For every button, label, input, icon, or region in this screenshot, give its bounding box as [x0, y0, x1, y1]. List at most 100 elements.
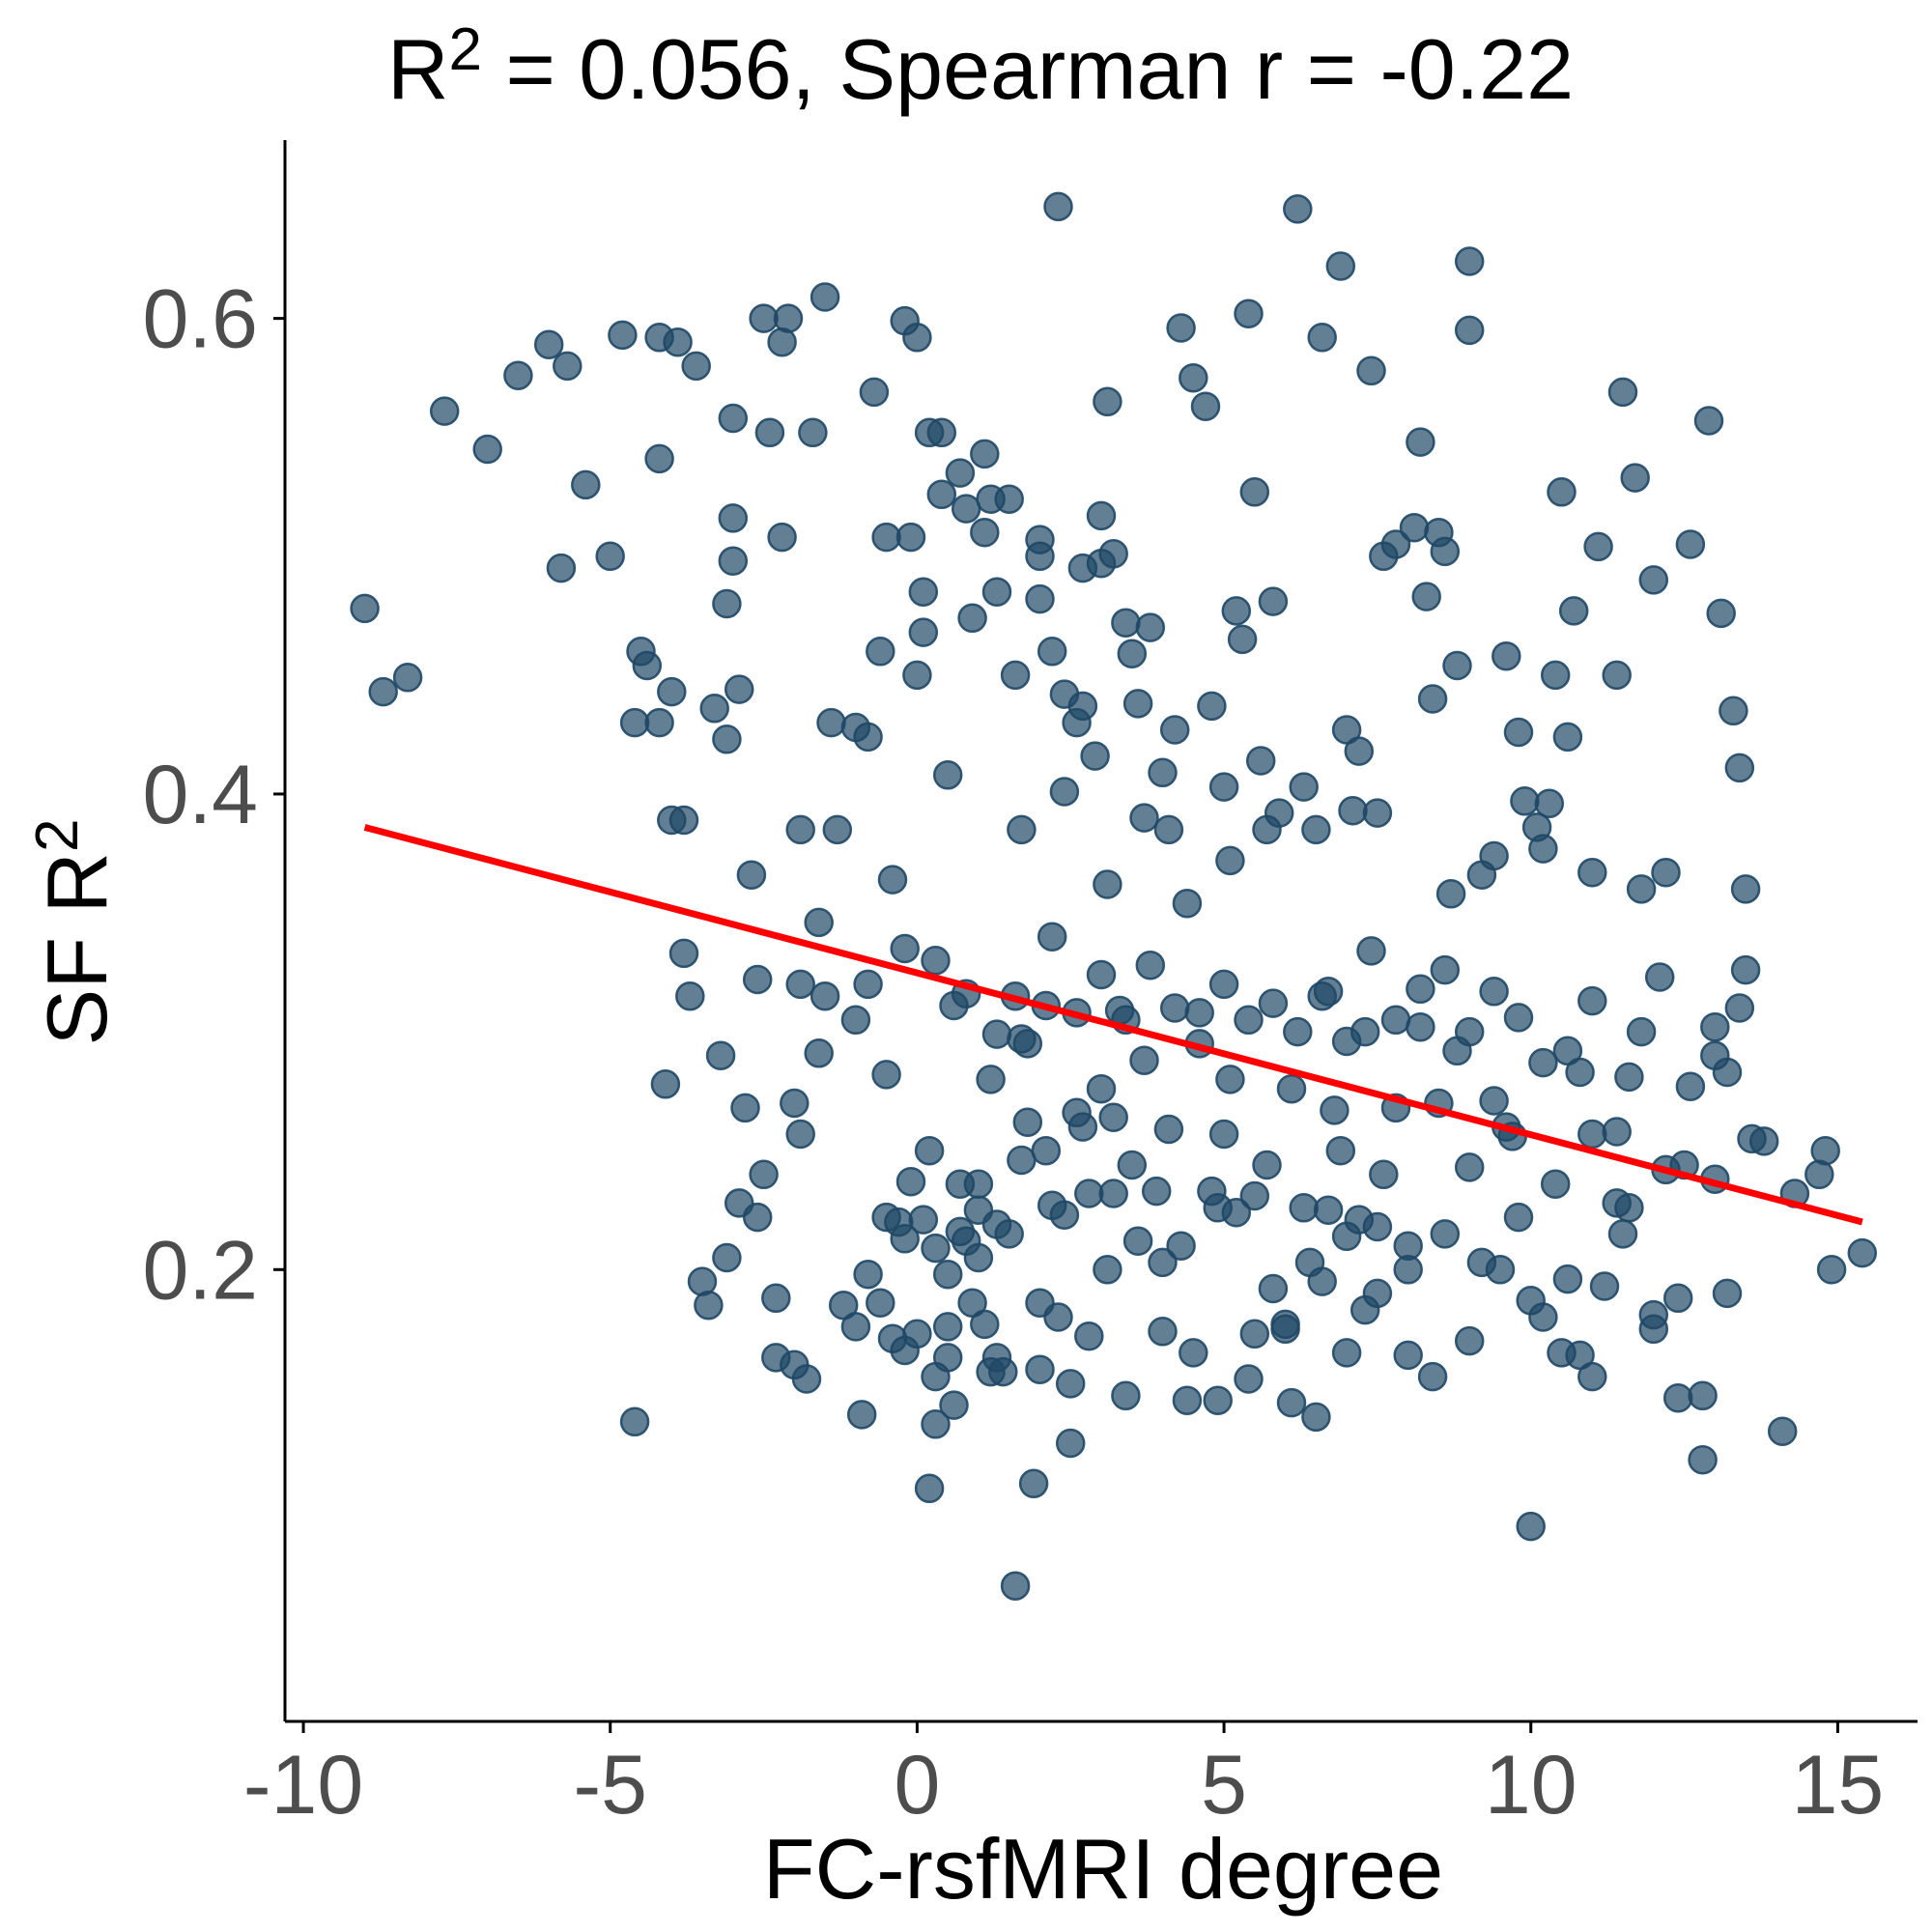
data-point	[1417, 684, 1448, 714]
data-point	[1098, 1102, 1128, 1132]
data-point	[981, 1019, 1012, 1049]
data-point	[1589, 1271, 1620, 1301]
data-point	[1049, 1200, 1080, 1230]
data-point	[921, 1233, 951, 1264]
x-ticks: -10 -5 0 5 10 15	[243, 1721, 1884, 1832]
data-point	[644, 443, 674, 474]
data-point	[1122, 1226, 1153, 1256]
data-point	[785, 814, 815, 845]
y-tick-label: 0.4	[142, 749, 258, 841]
data-point	[963, 1169, 994, 1199]
data-point	[718, 546, 749, 576]
data-point	[957, 1288, 987, 1318]
data-point	[1700, 1040, 1730, 1070]
data-point	[970, 439, 1000, 469]
data-point	[1547, 477, 1577, 507]
data-point	[705, 1040, 736, 1070]
data-point	[1454, 1325, 1485, 1356]
data-point	[1000, 1571, 1031, 1601]
data-point	[1086, 959, 1117, 990]
data-point	[1325, 251, 1356, 281]
data-point	[694, 1290, 724, 1321]
data-point	[1067, 691, 1098, 722]
data-point	[981, 1343, 1012, 1373]
data-point	[1540, 1169, 1571, 1199]
data-point	[1737, 1123, 1767, 1154]
data-point	[1234, 1364, 1264, 1394]
data-point	[859, 377, 890, 408]
x-tick-label: -5	[573, 1739, 646, 1832]
data-point	[1159, 715, 1190, 745]
data-point	[1129, 1045, 1159, 1075]
data-point	[1055, 1369, 1086, 1399]
data-point	[712, 588, 742, 619]
data-point	[1380, 529, 1411, 559]
data-point	[1258, 988, 1289, 1018]
data-point	[1577, 1119, 1607, 1150]
data-point	[780, 1088, 810, 1119]
data-point	[1719, 696, 1748, 726]
data-point	[1276, 1073, 1307, 1104]
data-point	[1122, 689, 1153, 719]
data-point	[1503, 1202, 1534, 1233]
data-point	[553, 351, 582, 382]
data-point	[571, 469, 601, 500]
data-point	[1479, 977, 1509, 1007]
regression-line	[363, 824, 1863, 1226]
data-point	[804, 907, 834, 938]
data-point	[650, 1069, 681, 1099]
data-point	[742, 964, 773, 995]
data-point	[846, 1400, 877, 1430]
data-point	[1810, 1135, 1840, 1166]
data-point	[1307, 980, 1337, 1011]
data-point	[1417, 1361, 1448, 1392]
x-axis-title: FC-rsfMRI degree	[763, 1821, 1443, 1917]
data-point	[749, 303, 779, 333]
data-point	[1031, 1135, 1062, 1166]
data-point	[1344, 736, 1375, 766]
data-point	[1172, 1385, 1203, 1415]
data-point	[1644, 962, 1675, 992]
data-point	[1086, 500, 1117, 531]
data-point	[742, 1202, 773, 1233]
data-point	[1638, 565, 1669, 595]
data-point	[1215, 845, 1245, 876]
data-point	[1018, 1468, 1049, 1499]
data-point	[730, 1093, 760, 1123]
data-point	[1221, 1197, 1252, 1228]
data-point	[902, 660, 932, 691]
data-point	[1730, 954, 1761, 985]
data-point	[1454, 315, 1485, 346]
data-point	[1289, 772, 1319, 802]
data-point	[1602, 1188, 1632, 1218]
data-point	[1577, 985, 1607, 1016]
data-point	[1356, 936, 1386, 966]
data-point	[1442, 650, 1472, 681]
data-point	[767, 522, 797, 553]
data-point	[1221, 596, 1252, 626]
data-point	[1479, 840, 1509, 871]
data-point	[718, 503, 749, 533]
data-point	[1688, 1444, 1718, 1475]
data-point	[877, 865, 908, 895]
data-point	[1577, 1361, 1607, 1392]
data-point	[1724, 753, 1755, 783]
data-point	[1485, 1255, 1516, 1285]
data-point	[1012, 1107, 1043, 1137]
data-point	[970, 517, 1000, 548]
data-point	[749, 1159, 779, 1190]
data-point	[1234, 298, 1264, 328]
data-point	[668, 805, 699, 836]
data-point	[1234, 1005, 1264, 1036]
data-point	[1700, 1011, 1730, 1042]
data-point	[1688, 1380, 1718, 1411]
data-point	[1111, 608, 1141, 638]
data-point	[1111, 1380, 1141, 1411]
data-point	[810, 282, 840, 312]
data-point	[712, 1242, 742, 1273]
data-point	[840, 1005, 871, 1036]
data-point	[1141, 1176, 1172, 1207]
data-point	[1117, 1150, 1148, 1180]
data-point	[663, 327, 693, 357]
data-point	[1098, 539, 1128, 569]
